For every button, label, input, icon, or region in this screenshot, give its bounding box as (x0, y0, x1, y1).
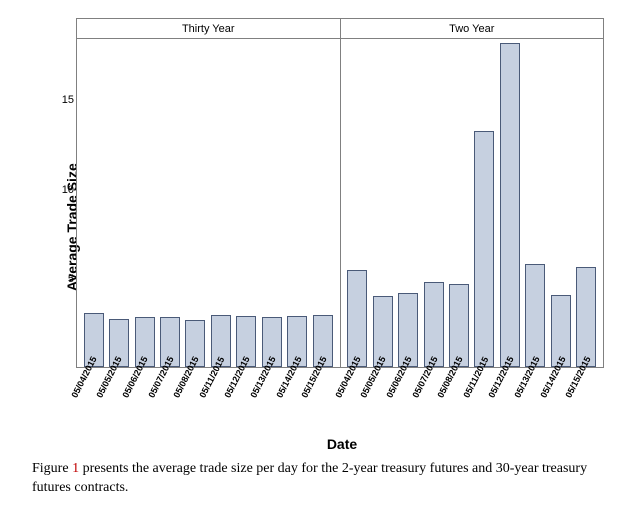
bar (474, 131, 494, 367)
caption-text: presents the average trade size per day … (32, 461, 587, 495)
x-axis-ticks: 05/04/201505/05/201505/06/201505/07/2015… (76, 370, 604, 440)
y-tick-label: 5 (52, 273, 74, 285)
caption-figure-word: Figure (32, 461, 72, 476)
bar (449, 284, 469, 367)
y-tick-label: 10 (52, 184, 74, 196)
panel-title: Two Year (340, 19, 604, 38)
panel-titles-row: Thirty YearTwo Year (77, 19, 603, 39)
chart-panel (340, 39, 604, 367)
chart-panel (77, 39, 340, 367)
plot-area: Thirty YearTwo Year (76, 18, 604, 368)
x-tick-group: 05/04/201505/05/201505/06/201505/07/2015… (76, 370, 340, 440)
figure-caption: Figure 1 presents the average trade size… (12, 460, 592, 498)
y-tick-label: 15 (52, 94, 74, 106)
y-axis-ticks: 5 10 15 (52, 38, 76, 368)
chart-container: Average Trade Size 51015 Thirty YearTwo … (12, 12, 612, 452)
x-axis-label: Date (327, 436, 357, 452)
bars-group (77, 39, 340, 367)
panels-row (77, 39, 603, 367)
bar (576, 267, 596, 367)
bar (347, 270, 367, 367)
x-tick-group: 05/04/201505/05/201505/06/201505/07/2015… (340, 370, 604, 440)
bar (525, 264, 545, 367)
panel-title: Thirty Year (77, 19, 340, 38)
bar (500, 43, 520, 367)
bar (424, 282, 444, 367)
caption-figure-number: 1 (72, 461, 79, 476)
bars-group (341, 39, 604, 367)
